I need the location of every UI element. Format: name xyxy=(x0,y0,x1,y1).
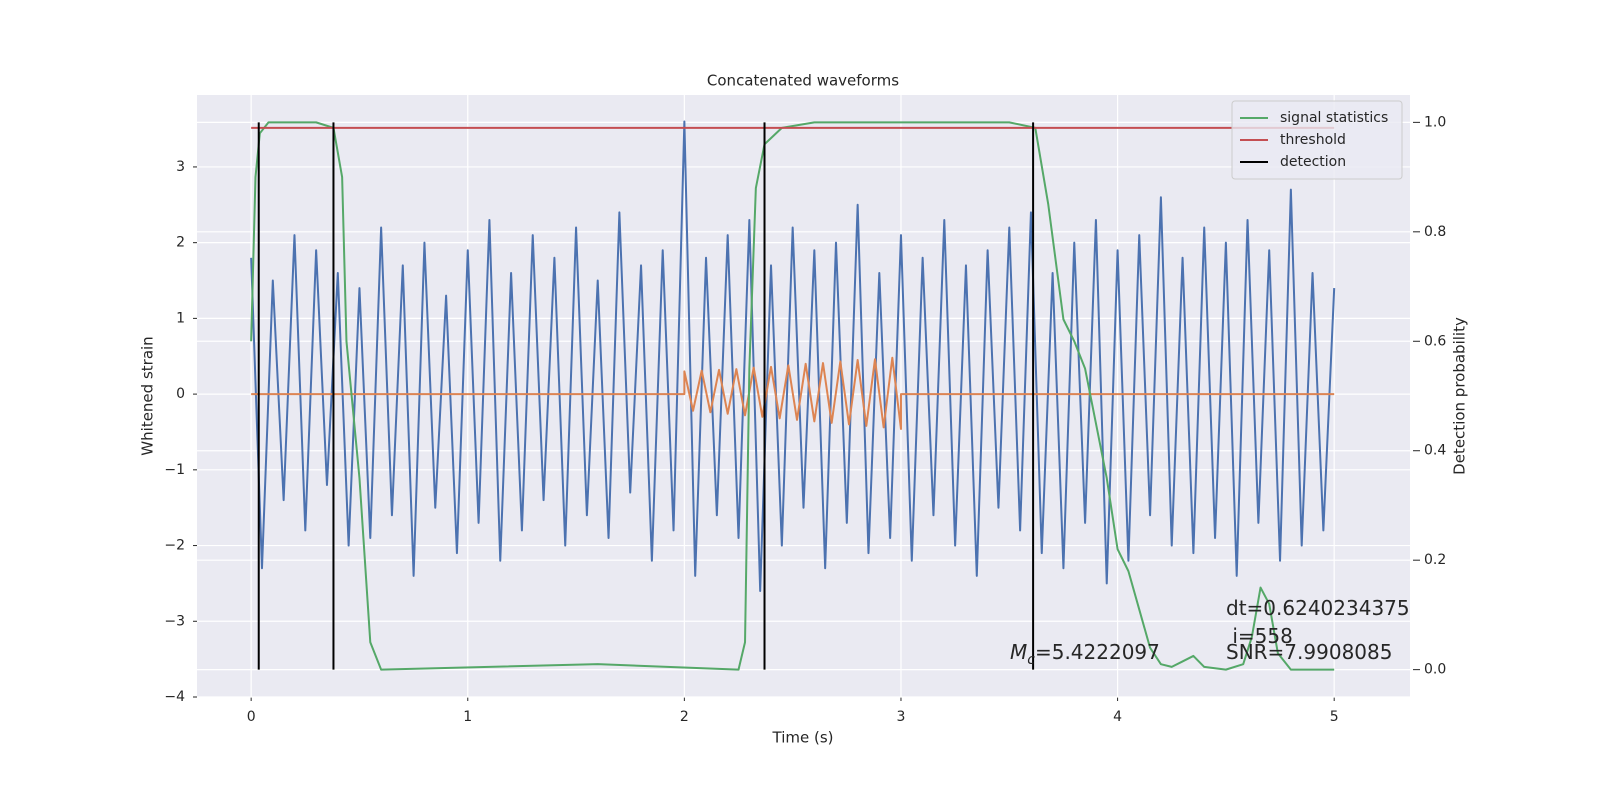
x-tick-label: 4 xyxy=(1113,709,1122,725)
series-line xyxy=(250,121,1335,671)
legend-box xyxy=(1231,100,1403,180)
series-line xyxy=(251,356,1335,430)
legend-label: detection xyxy=(1280,154,1346,170)
x-tick-label: 3 xyxy=(897,709,906,725)
y2-tick-label: 1.0 xyxy=(1424,114,1446,130)
x-tick-label: 2 xyxy=(680,709,689,725)
legend-label: signal statistics xyxy=(1280,110,1388,126)
annotation: dt=0.6240234375 xyxy=(1226,596,1410,620)
annotation: SNR=7.9908085 xyxy=(1226,640,1392,664)
y2-tick-label: 0.8 xyxy=(1424,224,1446,240)
y-tick-label: 1 xyxy=(176,310,185,326)
y-tick-label: −2 xyxy=(164,538,185,554)
x-axis-label: Time (s) xyxy=(772,729,834,747)
y-tick-label: −4 xyxy=(164,689,185,705)
legend-label: threshold xyxy=(1280,132,1346,148)
chart-title: Concatenated waveforms xyxy=(707,72,899,90)
x-tick-label: 1 xyxy=(463,709,472,725)
y2-tick-label: 0.4 xyxy=(1424,443,1446,459)
y2-tick-label: 0.6 xyxy=(1424,333,1446,349)
y-axis-label: Whitened strain xyxy=(139,336,157,455)
mass-symbol: M xyxy=(1010,640,1027,664)
annotation: i=558 xyxy=(1226,624,1293,648)
y2-axis-label: Detection probability xyxy=(1451,317,1469,475)
y2-tick-label: 0.0 xyxy=(1424,662,1446,678)
plot-area xyxy=(197,95,1410,697)
y-tick-label: −3 xyxy=(164,613,185,629)
mass-annotation: Mc=5.4222097 xyxy=(1010,640,1160,668)
y2-tick-label: 0.2 xyxy=(1424,552,1446,568)
x-tick-label: 0 xyxy=(247,709,256,725)
mass-value: =5.4222097 xyxy=(1035,640,1160,664)
y-tick-label: −1 xyxy=(164,462,185,478)
mass-subscript: c xyxy=(1027,652,1035,668)
y-tick-label: 2 xyxy=(176,235,185,251)
y-tick-label: 3 xyxy=(176,159,185,175)
x-tick-label: 5 xyxy=(1330,709,1339,725)
y-tick-label: 0 xyxy=(176,386,185,402)
series-line xyxy=(250,120,1336,592)
